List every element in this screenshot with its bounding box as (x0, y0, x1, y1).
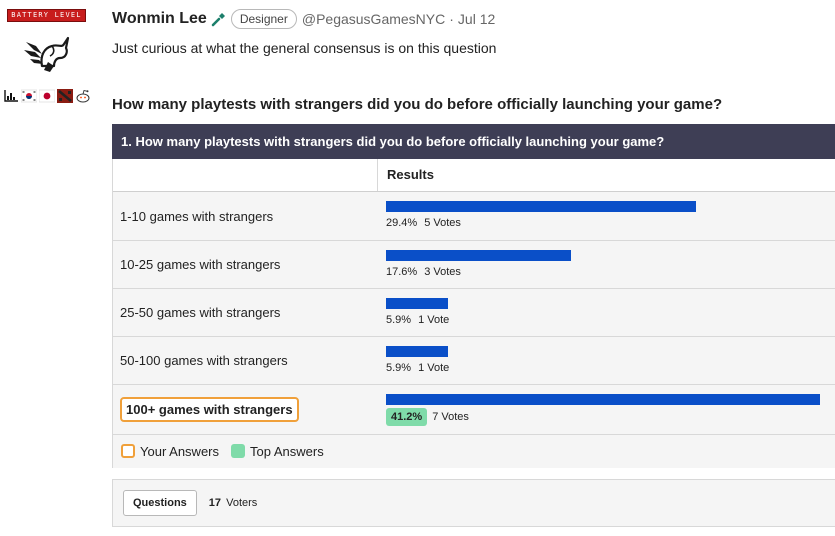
poll-option-label-cell: 100+ games with strangers (113, 385, 386, 434)
result-percent: 17.6% (386, 266, 418, 278)
result-percent: 41.2% (386, 408, 428, 426)
poll-column-header: Results (113, 159, 835, 192)
separator-dot: · (449, 11, 454, 27)
result-stats: 29.4% 5 Votes (386, 217, 835, 229)
options-column-header (113, 159, 378, 191)
reddit-icon (76, 89, 90, 103)
post-header: Wonmin Lee Designer @PegasusGamesNYC · J… (112, 9, 495, 29)
poll-option-row: 100+ games with strangers 41.2% 7 Votes (113, 385, 835, 435)
post-body: Just curious at what the general consens… (112, 40, 497, 56)
legend-top-answers-label: Top Answers (250, 444, 324, 459)
poll-option-result: 17.6% 3 Votes (386, 241, 835, 288)
poll-option-row: 25-50 games with strangers 5.9% 1 Vote (113, 289, 835, 337)
poll-question-title: How many playtests with strangers did yo… (112, 96, 723, 113)
pegasus-unicorn-icon[interactable] (22, 36, 72, 74)
poll-results-table: Results 1-10 games with strangers 29.4% 5 … (112, 159, 835, 468)
poll-option-label: 50-100 games with strangers (120, 353, 288, 368)
poll-legend: Your Answers Top Answers (113, 435, 835, 468)
result-stats: 5.9% 1 Vote (386, 362, 835, 374)
poll-option-row: 50-100 games with strangers 5.9% 1 Vote (113, 337, 835, 385)
results-column-header: Results (387, 167, 434, 182)
japan-flag-icon (39, 89, 55, 103)
legend-top-answers: Top Answers (231, 444, 324, 459)
username[interactable]: Wonmin Lee (112, 10, 207, 27)
result-bar (386, 394, 820, 405)
poll-card: 1. How many playtests with strangers did… (112, 124, 835, 468)
result-percent: 29.4% (386, 217, 418, 229)
poll-option-label-cell: 50-100 games with strangers (113, 337, 386, 384)
result-votes: 7 Votes (432, 411, 469, 423)
poll-footer: Questions 17 Voters (112, 479, 835, 527)
voters-count: 17 Voters (209, 497, 258, 509)
battery-level-badge: BATTERY LEVEL (7, 9, 86, 22)
voters-label: Voters (226, 497, 258, 509)
result-bar (386, 298, 448, 309)
korea-flag-icon (21, 89, 37, 103)
result-votes: 5 Votes (424, 217, 461, 229)
result-votes: 3 Votes (424, 266, 461, 278)
wrench-icon (211, 12, 225, 26)
result-bar (386, 201, 696, 212)
poll-option-result: 41.2% 7 Votes (386, 385, 835, 434)
poll-options-list: 1-10 games with strangers 29.4% 5 Votes 10-… (113, 192, 835, 435)
voters-number: 17 (208, 497, 222, 509)
poll-option-row: 10-25 games with strangers 17.6% 3 Votes (113, 241, 835, 289)
poll-option-label: 25-50 games with strangers (120, 305, 281, 320)
user-handle[interactable]: @PegasusGamesNYC (301, 11, 446, 27)
result-percent: 5.9% (386, 314, 412, 326)
role-badge: Designer (230, 9, 297, 29)
poll-option-row: 1-10 games with strangers 29.4% 5 Votes (113, 192, 835, 241)
result-bar (386, 250, 571, 261)
result-stats: 5.9% 1 Vote (386, 314, 835, 326)
chart-icon (3, 89, 19, 103)
your-answers-swatch (121, 444, 135, 458)
poll-option-label-cell: 1-10 games with strangers (113, 192, 386, 240)
poll-option-label-cell: 25-50 games with strangers (113, 289, 386, 336)
flair-row (3, 89, 91, 103)
result-bar (386, 346, 448, 357)
result-stats: 17.6% 3 Votes (386, 266, 835, 278)
dota-icon (57, 89, 73, 103)
poll-option-label: 10-25 games with strangers (120, 257, 281, 272)
poll-option-result: 5.9% 1 Vote (386, 289, 835, 336)
result-stats: 41.2% 7 Votes (386, 408, 835, 426)
post-date[interactable]: Jul 12 (457, 11, 496, 27)
top-answers-swatch (231, 444, 246, 458)
legend-your-answers-label: Your Answers (140, 444, 220, 459)
poll-option-result: 5.9% 1 Vote (386, 337, 835, 384)
result-votes: 1 Vote (418, 314, 450, 326)
poll-option-label-cell: 10-25 games with strangers (113, 241, 386, 288)
result-percent: 5.9% (386, 362, 412, 374)
questions-button[interactable]: Questions (123, 490, 197, 516)
poll-option-label: 1-10 games with strangers (120, 208, 274, 224)
poll-header: 1. How many playtests with strangers did… (112, 124, 835, 159)
poll-option-label: 100+ games with strangers (120, 397, 299, 422)
result-votes: 1 Vote (418, 362, 450, 374)
legend-your-answers: Your Answers (121, 444, 219, 459)
poll-option-result: 29.4% 5 Votes (386, 192, 835, 240)
